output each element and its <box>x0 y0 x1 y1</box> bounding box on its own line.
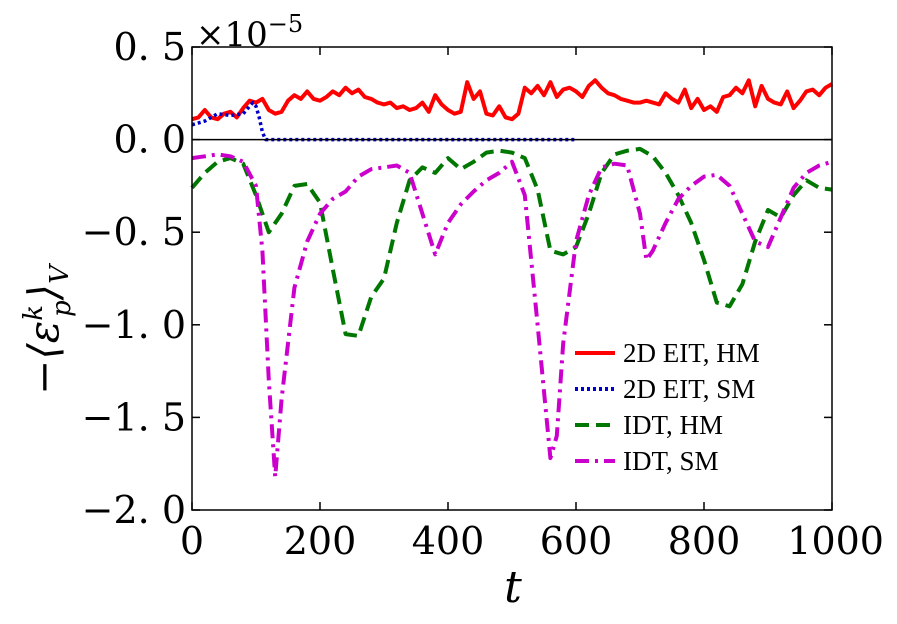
y-tick-label: −1. 5 <box>82 395 186 439</box>
x-tick-label: 0 <box>180 519 204 563</box>
legend-label-3: IDT, SM <box>623 446 719 476</box>
y-axis-label-sub: p <box>47 300 77 317</box>
legend-label-2: IDT, HM <box>623 410 723 440</box>
x-tick-label: 400 <box>412 519 485 563</box>
y-axis-label-tail: ⟩ <box>19 284 68 301</box>
x-tick-label: 600 <box>540 519 613 563</box>
y-offset-label: ×10−5 <box>196 10 303 55</box>
y-tick-label: −1. 0 <box>82 303 186 347</box>
x-tick-label: 200 <box>284 519 357 563</box>
series-line-2 <box>190 146 833 338</box>
y-tick-label: 0. 5 <box>113 25 186 69</box>
ticklabels-layer: 0 200 400 600 800 1000 0. 5 0. 0 −0. 5 −1. 0 −1. 5… <box>82 25 884 563</box>
series-line-3 <box>191 152 833 479</box>
y-offset-exponent: −5 <box>268 10 303 38</box>
y-offset-base: ×10 <box>196 15 268 55</box>
x-axis-label: t <box>504 562 522 613</box>
plot-frame <box>191 46 833 511</box>
y-axis-label-sup: k <box>19 305 49 321</box>
series-line-0 <box>191 78 834 122</box>
legend-label-0: 2D EIT, HM <box>623 338 760 368</box>
y-axis-label: −⟨εkp⟩V <box>19 263 77 395</box>
x-tick-label: 1000 <box>787 519 884 563</box>
y-tick-label: −2. 0 <box>82 488 186 532</box>
x-tick-label: 800 <box>668 519 741 563</box>
y-tick-label: −0. 5 <box>82 210 186 254</box>
y-axis-label-text: −⟨εkp⟩V <box>19 263 77 395</box>
y-tick-label: 0. 0 <box>113 118 186 162</box>
y-axis-label-main: −⟨ε <box>19 321 68 395</box>
ticks-layer <box>191 46 833 511</box>
legend: 2D EIT, HM 2D EIT, SM IDT, HM IDT, SM <box>575 338 760 476</box>
y-axis-label-sub2: V <box>45 263 75 284</box>
legend-label-1: 2D EIT, SM <box>623 374 755 404</box>
